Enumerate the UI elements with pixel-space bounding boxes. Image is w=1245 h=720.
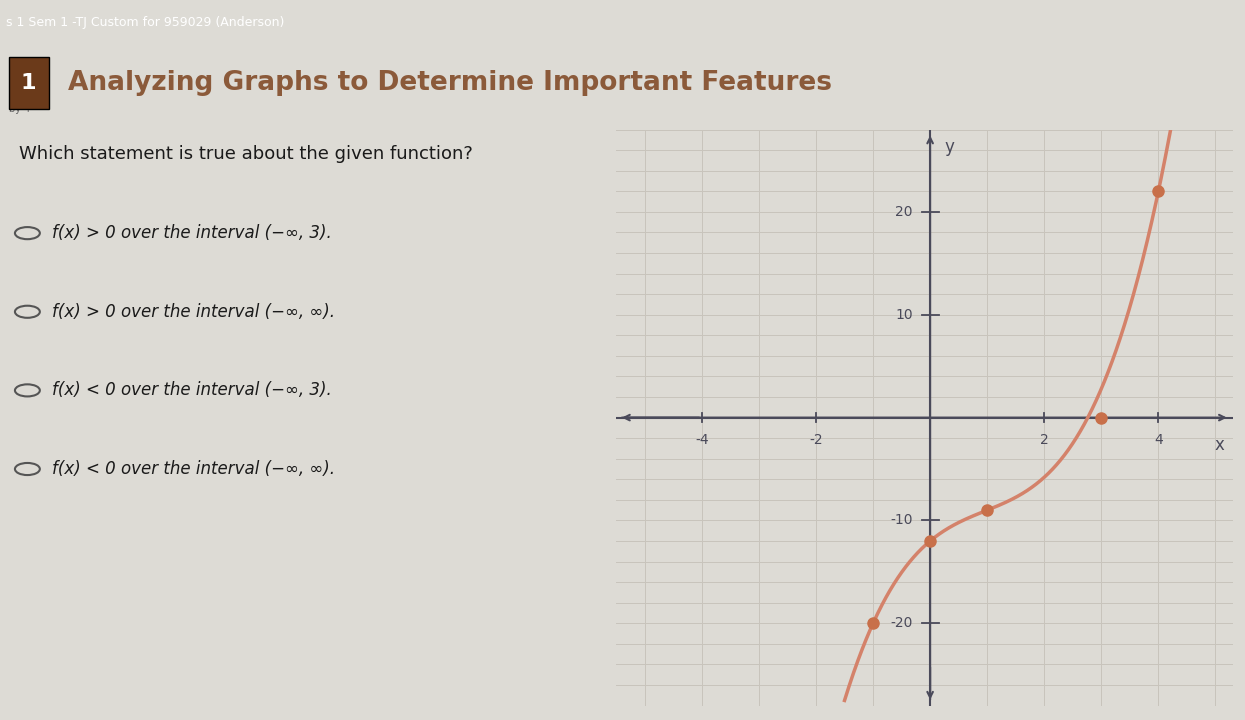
Text: y: y [945, 138, 954, 156]
Text: -4: -4 [695, 433, 708, 447]
Text: f(x) < 0 over the interval (−∞, 3).: f(x) < 0 over the interval (−∞, 3). [52, 382, 332, 400]
Text: Which statement is true about the given function?: Which statement is true about the given … [19, 145, 473, 163]
Text: -20: -20 [890, 616, 913, 630]
Text: 4: 4 [1154, 433, 1163, 447]
Text: f(x) > 0 over the interval (−∞, 3).: f(x) > 0 over the interval (−∞, 3). [52, 224, 332, 242]
Text: -10: -10 [890, 513, 913, 528]
Text: by 4: by 4 [9, 104, 30, 114]
FancyBboxPatch shape [9, 57, 49, 109]
Text: 10: 10 [895, 307, 913, 322]
Text: Analyzing Graphs to Determine Important Features: Analyzing Graphs to Determine Important … [68, 70, 833, 96]
Text: 2: 2 [1040, 433, 1048, 447]
Text: s 1 Sem 1 -TJ Custom for 959029 (Anderson): s 1 Sem 1 -TJ Custom for 959029 (Anderso… [6, 16, 285, 30]
Text: x: x [1214, 436, 1224, 454]
Text: 1: 1 [21, 73, 36, 93]
Text: -2: -2 [809, 433, 823, 447]
Text: f(x) > 0 over the interval (−∞, ∞).: f(x) > 0 over the interval (−∞, ∞). [52, 302, 335, 321]
Text: f(x) < 0 over the interval (−∞, ∞).: f(x) < 0 over the interval (−∞, ∞). [52, 460, 335, 478]
Text: 20: 20 [895, 205, 913, 219]
